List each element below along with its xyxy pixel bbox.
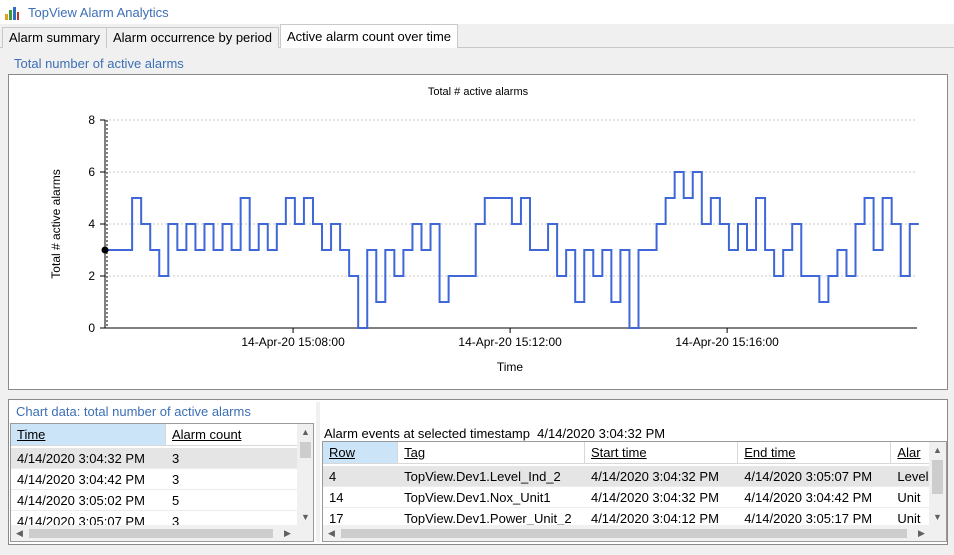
y-tick-label: 4 <box>88 217 95 231</box>
cell-alarm: Level <box>891 466 931 487</box>
scroll-up-icon[interactable]: ▲ <box>933 445 942 455</box>
x-axis-label: Time <box>497 360 524 374</box>
cell-start-time: 4/14/2020 3:04:32 PM <box>584 487 739 508</box>
table-row[interactable]: 4/14/2020 3:05:02 PM 5 <box>11 490 298 511</box>
scroll-thumb[interactable] <box>341 529 907 538</box>
chart-area[interactable]: Total # active alarms 0 2 4 6 8 14-Apr-20 15:0… <box>8 74 948 390</box>
selected-point-marker <box>101 246 109 254</box>
y-tick-label: 0 <box>88 321 95 335</box>
column-header-end-time[interactable]: End time <box>738 442 892 464</box>
y-axis-label: Total # active alarms <box>49 169 63 278</box>
active-alarm-chart[interactable]: Total # active alarms 0 2 4 6 8 14-Apr-20 15:0… <box>9 75 947 389</box>
grid-header: Time Alarm count <box>11 424 298 446</box>
grid-header: Row Tag Start time End time Alar <box>323 442 932 464</box>
column-header-row[interactable]: Row <box>323 442 399 464</box>
events-grid[interactable]: Row Tag Start time End time Alar 4 TopVi… <box>322 441 947 542</box>
y-tick-label: 2 <box>88 269 95 283</box>
cell-alarm-count: 3 <box>166 469 298 490</box>
cell-end-time: 4/14/2020 3:05:07 PM <box>738 466 892 487</box>
cell-alarm: Unit <box>891 487 931 508</box>
vertical-scrollbar[interactable]: ▲ ▼ <box>297 424 313 526</box>
cell-alarm-count: 3 <box>166 448 298 469</box>
cell-row: 4 <box>323 466 399 487</box>
y-tick-label: 8 <box>88 113 95 127</box>
cell-row: 14 <box>323 487 399 508</box>
scroll-thumb[interactable] <box>29 529 273 538</box>
y-tick-label: 6 <box>88 165 95 179</box>
tab-strip: Alarm summary Alarm occurrence by period… <box>0 24 954 49</box>
bar-chart-icon <box>5 7 19 20</box>
cell-time: 4/14/2020 3:04:32 PM <box>11 448 166 469</box>
events-caption-label: Alarm events at selected timestamp <box>324 426 530 441</box>
x-tick-label: 14-Apr-20 15:16:00 <box>675 335 779 349</box>
title-bar: TopView Alarm Analytics <box>0 0 954 26</box>
events-timestamp: 4/14/2020 3:04:32 PM <box>537 426 666 441</box>
tab-active-alarm-count[interactable]: Active alarm count over time <box>280 24 459 49</box>
column-header-start-time[interactable]: Start time <box>584 442 739 464</box>
table-row[interactable]: 14 TopView.Dev1.Nox_Unit1 4/14/2020 3:04… <box>323 487 931 508</box>
scroll-down-icon[interactable]: ▼ <box>301 512 310 522</box>
x-tick-label: 14-Apr-20 15:12:00 <box>458 335 562 349</box>
horizontal-scrollbar[interactable]: ◀ ▶ <box>11 525 313 541</box>
scroll-up-icon[interactable]: ▲ <box>301 427 310 437</box>
table-section-label: Chart data: total number of active alarm… <box>16 404 251 419</box>
scroll-down-icon[interactable]: ▼ <box>933 512 942 522</box>
column-header-alarm-count[interactable]: Alarm count <box>166 424 298 446</box>
scroll-thumb[interactable] <box>932 460 943 494</box>
cell-time: 4/14/2020 3:05:02 PM <box>11 490 166 511</box>
scroll-thumb[interactable] <box>300 442 311 458</box>
vertical-scrollbar[interactable]: ▲ ▼ <box>929 442 946 526</box>
table-row[interactable]: 4 TopView.Dev1.Level_Ind_2 4/14/2020 3:0… <box>323 466 931 487</box>
table-row[interactable]: 17 TopView.Dev1.Power_Unit_2 4/14/2020 3… <box>323 508 931 529</box>
column-header-tag[interactable]: Tag <box>398 442 585 464</box>
cell-tag: TopView.Dev1.Level_Ind_2 <box>398 466 585 487</box>
table-row[interactable]: 4/14/2020 3:04:32 PM 3 <box>11 448 298 469</box>
tab-alarm-occurrence[interactable]: Alarm occurrence by period <box>106 27 279 48</box>
cell-tag: TopView.Dev1.Nox_Unit1 <box>398 487 585 508</box>
column-header-alarm[interactable]: Alar <box>891 442 932 464</box>
chart-data-grid[interactable]: Time Alarm count 4/14/2020 3:04:32 PM 3 … <box>10 423 314 542</box>
cell-start-time: 4/14/2020 3:04:32 PM <box>584 466 739 487</box>
column-header-time[interactable]: Time <box>11 424 166 446</box>
scroll-right-icon[interactable]: ▶ <box>284 528 291 538</box>
horizontal-scrollbar[interactable]: ◀ ▶ <box>323 525 946 541</box>
chart-section-label: Total number of active alarms <box>14 56 184 71</box>
scroll-left-icon[interactable]: ◀ <box>16 528 23 538</box>
series-line <box>105 171 919 329</box>
chart-title: Total # active alarms <box>428 86 529 98</box>
cell-alarm-count: 5 <box>166 490 298 511</box>
panel-splitter[interactable] <box>316 402 320 542</box>
table-row[interactable]: 4/14/2020 3:04:42 PM 3 <box>11 469 298 490</box>
app-title: TopView Alarm Analytics <box>28 5 169 20</box>
x-tick-label: 14-Apr-20 15:08:00 <box>241 335 345 349</box>
scroll-left-icon[interactable]: ◀ <box>328 528 335 538</box>
scroll-right-icon[interactable]: ▶ <box>918 528 925 538</box>
cell-time: 4/14/2020 3:04:42 PM <box>11 469 166 490</box>
cell-end-time: 4/14/2020 3:04:42 PM <box>738 487 892 508</box>
events-caption: Alarm events at selected timestamp 4/14/… <box>324 426 665 441</box>
tab-alarm-summary[interactable]: Alarm summary <box>2 27 108 48</box>
